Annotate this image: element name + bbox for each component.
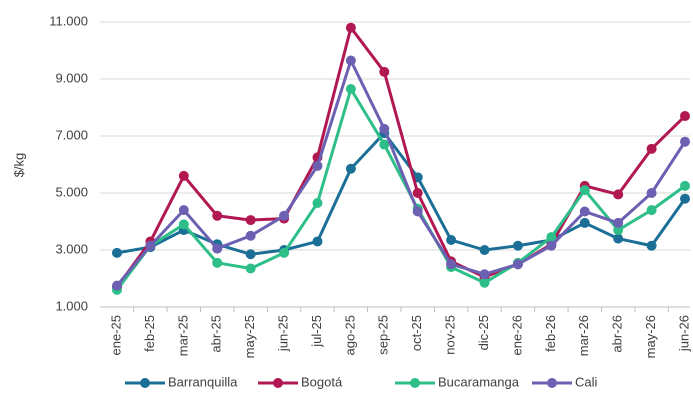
x-tick-label: jul-25	[309, 315, 324, 348]
x-tick-label: oct-25	[409, 315, 424, 351]
legend-label: Bogotá	[301, 374, 343, 389]
y-tick-label: 1.000	[55, 298, 88, 313]
y-tick-label: 5.000	[55, 184, 88, 199]
point	[646, 188, 657, 198]
point	[345, 163, 356, 174]
point	[178, 205, 189, 216]
x-tick-label: abr-26	[610, 315, 625, 353]
series-line	[115, 26, 687, 288]
x-tick-label: jun-26	[676, 315, 691, 352]
point	[412, 188, 423, 198]
point	[312, 236, 323, 247]
point	[312, 160, 323, 171]
point	[479, 245, 490, 255]
x-tick-label: sep-25	[376, 315, 391, 355]
legend-marker	[140, 378, 150, 388]
point	[579, 206, 590, 217]
point	[512, 240, 523, 251]
point	[379, 123, 390, 134]
point	[112, 247, 122, 258]
point	[279, 210, 290, 221]
point	[212, 243, 223, 254]
point	[112, 280, 122, 291]
series-line	[115, 87, 686, 291]
x-tick-label: jun-25	[275, 315, 290, 352]
point	[546, 232, 557, 243]
point	[479, 269, 490, 280]
point	[345, 22, 356, 33]
point	[245, 263, 256, 274]
point	[613, 233, 624, 244]
point	[345, 83, 356, 94]
legend-marker	[410, 378, 420, 388]
point	[579, 185, 590, 196]
point	[245, 249, 256, 260]
point	[579, 217, 590, 228]
y-axis-label: $/kg	[11, 153, 26, 178]
legend-marker	[547, 378, 557, 388]
x-tick-label: feb-25	[142, 315, 157, 352]
point	[512, 259, 523, 270]
point	[446, 259, 457, 270]
point	[680, 111, 690, 122]
point	[379, 66, 390, 77]
x-tick-label: mar-26	[576, 315, 591, 356]
point	[245, 230, 256, 241]
point	[446, 235, 457, 246]
x-tick-label: ago-25	[342, 315, 357, 355]
series-line	[115, 58, 687, 287]
series-line	[116, 131, 687, 256]
point	[680, 136, 690, 147]
legend-label: Bucaramanga	[438, 374, 520, 389]
legend-label: Cali	[575, 374, 598, 389]
point	[680, 193, 690, 204]
legend-label: Barranquilla	[168, 374, 238, 389]
y-tick-label: 11.000	[49, 13, 88, 28]
point	[145, 240, 156, 251]
y-tick-label: 9.000	[55, 70, 88, 85]
y-tick-label: 7.000	[55, 127, 88, 142]
x-tick-label: may-26	[643, 315, 658, 358]
point	[479, 277, 490, 288]
x-tick-label: ene-25	[108, 315, 123, 355]
y-tick-label: 3.000	[55, 241, 88, 256]
legend-marker	[273, 378, 283, 388]
x-tick-label: feb-26	[543, 315, 558, 352]
point	[212, 257, 223, 268]
point	[646, 205, 657, 216]
point	[613, 225, 624, 236]
x-tick-label: mar-25	[175, 315, 190, 356]
point	[613, 189, 624, 200]
point	[178, 170, 189, 181]
x-tick-label: nov-25	[443, 315, 458, 355]
point	[345, 55, 356, 66]
point	[379, 139, 390, 150]
point	[412, 206, 423, 217]
point	[279, 247, 290, 258]
point	[312, 197, 323, 208]
point	[245, 215, 256, 226]
x-tick-label: abr-25	[209, 315, 224, 353]
x-tick-label: dic-25	[476, 315, 491, 350]
point	[646, 240, 657, 251]
point	[646, 143, 657, 154]
x-tick-label: ene-26	[509, 315, 524, 355]
point	[613, 217, 624, 228]
point	[178, 219, 189, 230]
point	[212, 210, 223, 221]
x-tick-label: may-25	[242, 315, 257, 358]
point	[546, 240, 557, 251]
point	[680, 180, 690, 191]
